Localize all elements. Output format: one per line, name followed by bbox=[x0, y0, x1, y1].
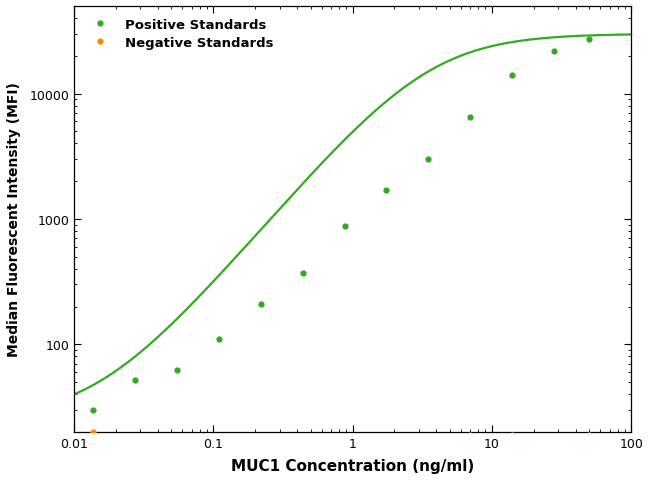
Positive Standards bbox=[585, 37, 593, 43]
Negative Standards bbox=[466, 432, 474, 438]
Positive Standards bbox=[466, 115, 474, 120]
Positive Standards bbox=[131, 377, 139, 383]
Positive Standards bbox=[508, 73, 516, 79]
Negative Standards bbox=[550, 435, 558, 441]
Negative Standards bbox=[173, 435, 181, 441]
Positive Standards bbox=[257, 301, 265, 307]
Positive Standards bbox=[215, 336, 223, 342]
Negative Standards bbox=[215, 435, 223, 441]
Negative Standards bbox=[341, 435, 348, 441]
Positive Standards bbox=[341, 224, 348, 230]
Y-axis label: Median Fluorescent Intensity (MFI): Median Fluorescent Intensity (MFI) bbox=[7, 82, 21, 357]
Negative Standards bbox=[299, 435, 307, 441]
Negative Standards bbox=[89, 429, 97, 435]
Negative Standards bbox=[257, 435, 265, 441]
Negative Standards bbox=[424, 435, 432, 441]
Positive Standards bbox=[550, 48, 558, 54]
Negative Standards bbox=[508, 432, 516, 438]
Positive Standards bbox=[299, 271, 307, 276]
Positive Standards bbox=[424, 157, 432, 163]
Negative Standards bbox=[131, 435, 139, 441]
X-axis label: MUC1 Concentration (ng/ml): MUC1 Concentration (ng/ml) bbox=[231, 458, 474, 473]
Line: Positive Standards: Positive Standards bbox=[90, 37, 592, 413]
Negative Standards bbox=[382, 435, 390, 441]
Positive Standards bbox=[173, 368, 181, 373]
Positive Standards bbox=[89, 407, 97, 413]
Legend: Positive Standards, Negative Standards: Positive Standards, Negative Standards bbox=[81, 13, 280, 55]
Positive Standards bbox=[382, 188, 390, 193]
Line: Negative Standards: Negative Standards bbox=[90, 429, 592, 441]
Negative Standards bbox=[585, 432, 593, 438]
